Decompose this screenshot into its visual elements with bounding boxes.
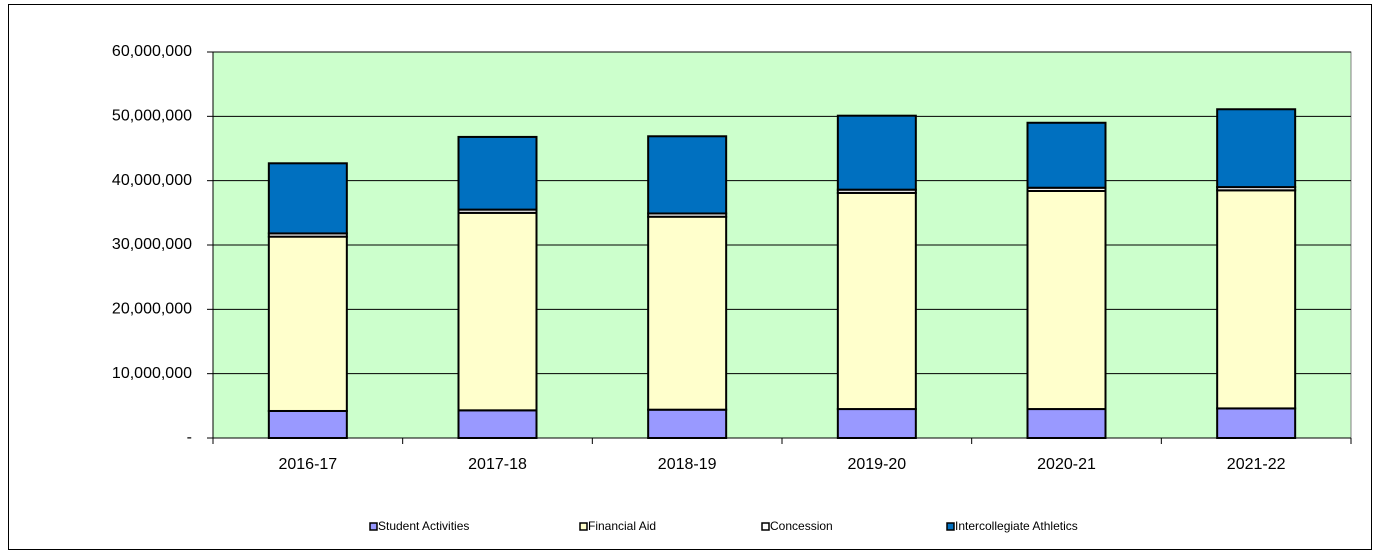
bar-segment — [647, 215, 728, 411]
bar-segment — [647, 408, 728, 439]
bar-segment — [457, 409, 538, 440]
legend-label: Intercollegiate Athletics — [955, 519, 1078, 533]
legend-swatch — [946, 522, 955, 531]
bar-segment — [1026, 408, 1107, 439]
legend-label: Student Activities — [378, 519, 469, 533]
y-tick-label: 60,000,000 — [112, 43, 192, 60]
bar-segment — [836, 408, 917, 439]
x-tick-label: 2020-21 — [1037, 456, 1096, 473]
x-tick-label: 2019-20 — [847, 456, 906, 473]
bar-segment — [836, 191, 917, 411]
y-tick-label: - — [187, 429, 192, 446]
bar-segment — [267, 162, 348, 235]
legend-label: Financial Aid — [588, 519, 656, 533]
bar-segment — [457, 211, 538, 412]
bar-segment — [457, 135, 538, 211]
bar-segment — [836, 114, 917, 191]
x-tick-label: 2017-18 — [468, 456, 527, 473]
legend-label: Concession — [770, 519, 833, 533]
bar-segment — [267, 409, 348, 440]
y-tick-label: 50,000,000 — [112, 108, 192, 125]
bar-segment — [1216, 108, 1297, 189]
x-tick-label: 2016-17 — [278, 456, 337, 473]
y-tick-label: 40,000,000 — [112, 172, 192, 189]
x-tick-label: 2021-22 — [1227, 456, 1286, 473]
bar-segment — [1026, 189, 1107, 411]
bar-segment — [1216, 189, 1297, 410]
y-tick-label: 10,000,000 — [112, 365, 192, 382]
bar-segment — [647, 135, 728, 215]
bar-segment — [1216, 407, 1297, 440]
y-tick-label: 30,000,000 — [112, 236, 192, 253]
legend-swatch — [579, 522, 588, 531]
bar-segment — [267, 235, 348, 412]
x-tick-label: 2018-19 — [658, 456, 717, 473]
legend-swatch — [761, 522, 770, 531]
bar-segment — [1026, 121, 1107, 189]
y-tick-label: 20,000,000 — [112, 301, 192, 318]
legend-swatch — [369, 522, 378, 531]
